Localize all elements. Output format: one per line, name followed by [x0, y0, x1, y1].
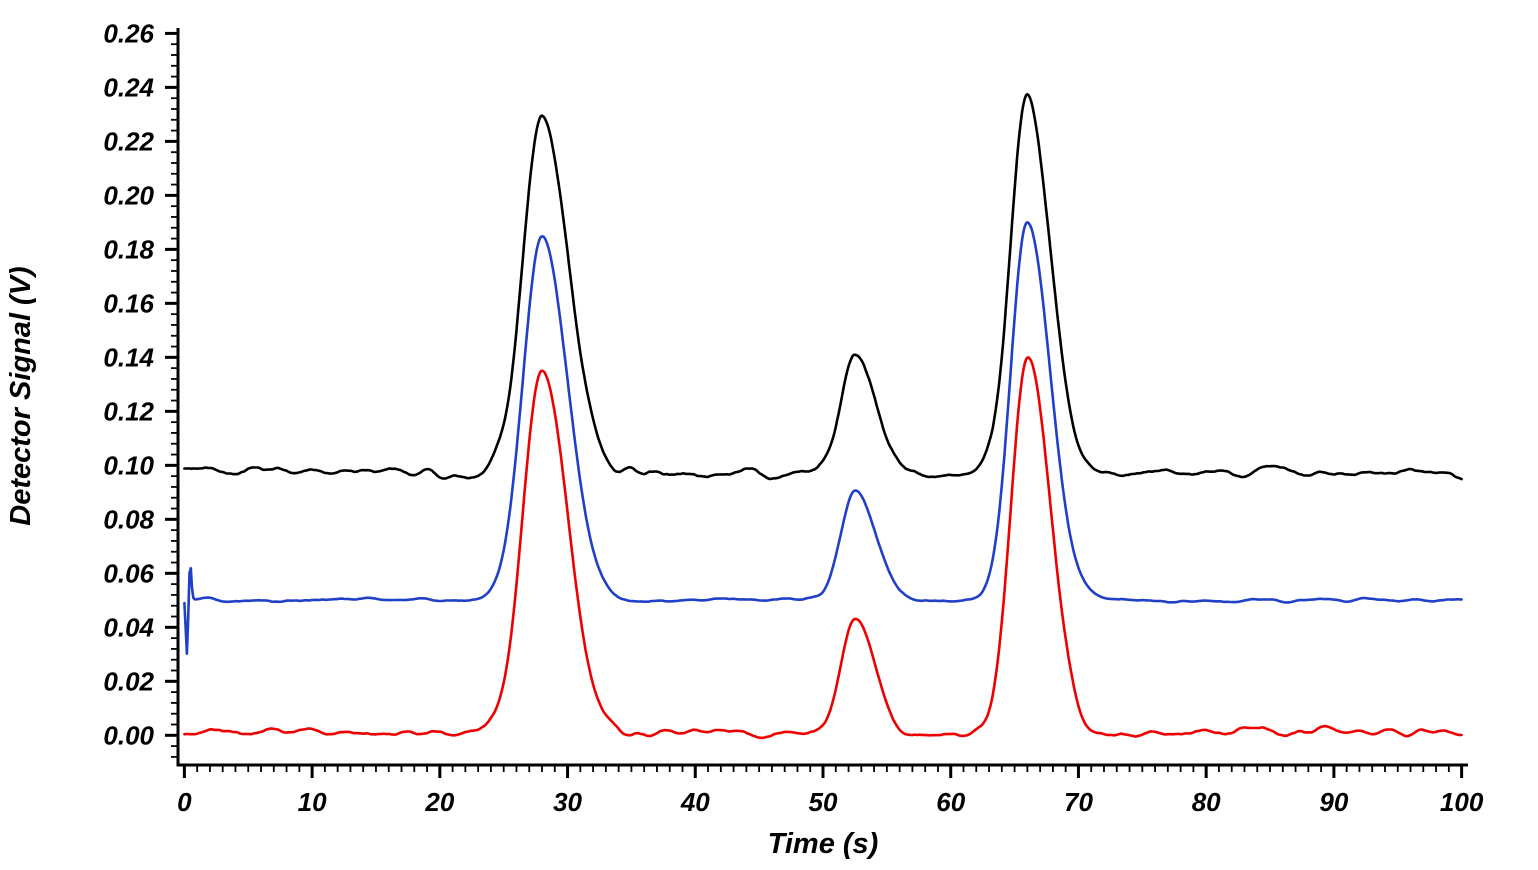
x-tick-label: 30: [553, 787, 582, 817]
y-tick-label: 0.00: [103, 720, 154, 750]
series-line-red-trace: [183, 356, 1463, 740]
x-tick-label: 10: [298, 787, 327, 817]
series-line-blue-trace: [183, 221, 1463, 656]
x-tick-label: 0: [177, 787, 192, 817]
y-tick-label: 0.20: [103, 180, 154, 210]
x-tick-label: 100: [1440, 787, 1484, 817]
y-tick-label: 0.06: [103, 558, 154, 588]
x-tick-label: 20: [424, 787, 454, 817]
y-tick-label: 0.02: [103, 666, 154, 696]
y-tick-label: 0.14: [103, 342, 154, 372]
x-axis-title: Time (s): [768, 828, 879, 860]
y-tick-label: 0.26: [103, 18, 154, 48]
series-layer: [183, 92, 1463, 740]
y-tick-label: 0.08: [103, 504, 154, 534]
x-tick-label: 90: [1319, 787, 1348, 817]
x-tick-label: 50: [809, 787, 838, 817]
y-axis-title: Detector Signal (V): [5, 266, 37, 525]
y-tick-label: 0.24: [103, 72, 154, 102]
series-line-black-trace: [183, 92, 1463, 481]
y-tick-label: 0.04: [103, 612, 154, 642]
x-tick-label: 40: [680, 787, 710, 817]
x-tick-label: 80: [1192, 787, 1221, 817]
y-tick-label: 0.18: [103, 234, 154, 264]
y-tick-label: 0.16: [103, 288, 154, 318]
y-tick-label: 0.10: [103, 450, 154, 480]
y-tick-label: 0.22: [103, 126, 154, 156]
x-tick-label: 60: [936, 787, 965, 817]
x-tick-label: 70: [1064, 787, 1093, 817]
y-tick-label: 0.12: [103, 396, 154, 426]
axis-layer: 0 10 20 30 40 50 60 70 80 90 100 0.00 0.02 0.04 0.06 0.…: [103, 18, 1483, 817]
